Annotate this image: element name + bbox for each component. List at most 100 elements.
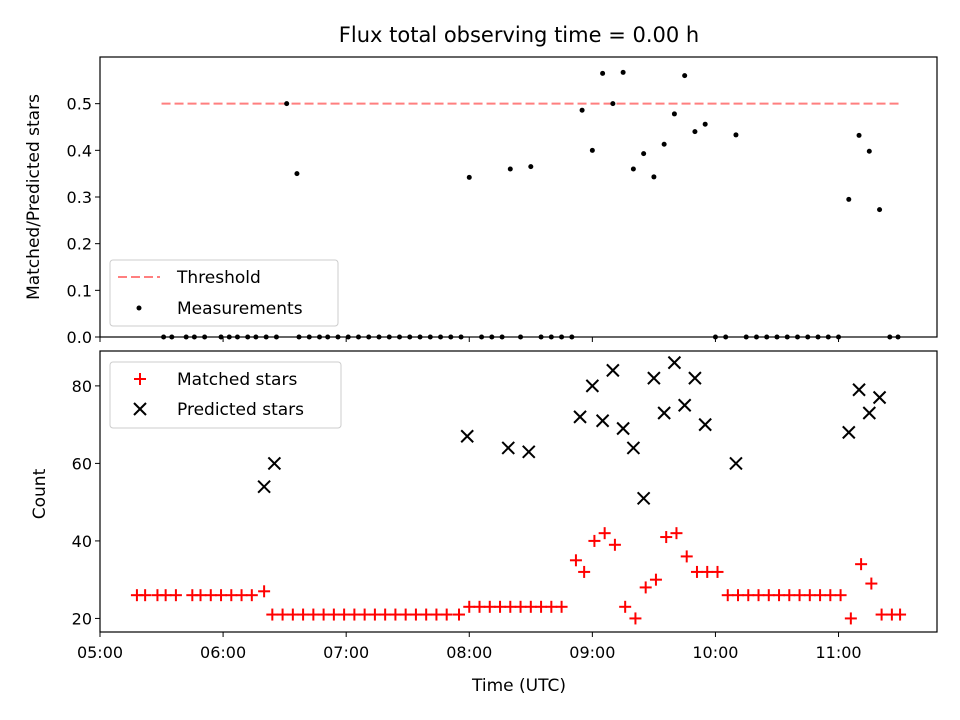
matched-star-point bbox=[225, 589, 238, 602]
predicted-star-point bbox=[872, 390, 887, 405]
measurement-point bbox=[651, 174, 657, 180]
x-tick-label: 07:00 bbox=[323, 643, 369, 662]
x-tick-label: 06:00 bbox=[200, 643, 246, 662]
matched-star-point bbox=[276, 608, 289, 621]
matched-star-point bbox=[399, 608, 412, 621]
matched-star-point bbox=[803, 589, 816, 602]
matched-star-point bbox=[680, 550, 693, 563]
matched-star-point bbox=[420, 608, 433, 621]
matched-star-point bbox=[578, 565, 591, 578]
bottom-y-tick-label: 40 bbox=[72, 532, 92, 551]
matched-star-point bbox=[317, 608, 330, 621]
matched-star-point bbox=[215, 589, 228, 602]
matched-star-point bbox=[297, 608, 310, 621]
matched-star-point bbox=[670, 527, 683, 540]
measurement-point bbox=[579, 107, 585, 113]
matched-star-point bbox=[169, 589, 182, 602]
matched-star-point bbox=[752, 589, 765, 602]
predicted-star-point bbox=[647, 371, 661, 385]
matched-star-point bbox=[588, 534, 601, 547]
matched-legend-label: Matched stars bbox=[177, 370, 297, 390]
predicted-star-point bbox=[842, 425, 856, 440]
matched-star-point bbox=[855, 558, 868, 571]
matched-star-point bbox=[440, 608, 453, 621]
top-legend: Threshold Measurements bbox=[109, 259, 339, 327]
measurement-point bbox=[877, 207, 883, 213]
measurement-point bbox=[866, 148, 872, 154]
matched-star-point bbox=[639, 581, 652, 594]
measurement-point bbox=[846, 196, 852, 202]
measurement-point bbox=[682, 73, 688, 79]
matched-star-point bbox=[555, 600, 568, 613]
predicted-star-point bbox=[460, 429, 474, 443]
x-axis-label: Time (UTC) bbox=[471, 676, 566, 696]
matched-star-point bbox=[504, 600, 517, 613]
predicted-legend-label: Predicted stars bbox=[177, 400, 304, 420]
measurement-point bbox=[610, 101, 616, 107]
predicted-star-point bbox=[573, 410, 587, 424]
measurement-point bbox=[733, 132, 739, 138]
matched-star-point bbox=[266, 608, 279, 621]
measurement-point bbox=[641, 151, 647, 157]
matched-star-point bbox=[894, 608, 907, 621]
measurement-point bbox=[528, 164, 534, 170]
x-tick-label: 10:00 bbox=[692, 643, 738, 662]
matched-star-point bbox=[545, 600, 558, 613]
predicted-star-point bbox=[688, 371, 702, 385]
predicted-star-point bbox=[677, 398, 692, 412]
matched-star-point bbox=[409, 608, 422, 621]
bottom-y-tick-label: 80 bbox=[72, 377, 92, 396]
measurement-point bbox=[284, 101, 290, 107]
predicted-star-point bbox=[606, 363, 620, 378]
matched-legend-swatch bbox=[134, 373, 146, 385]
matched-star-point bbox=[194, 589, 207, 602]
threshold-legend-label: Threshold bbox=[176, 268, 261, 288]
predicted-star-point bbox=[626, 441, 641, 455]
matched-star-point bbox=[494, 600, 507, 613]
bottom-y-axis-label: Count bbox=[30, 468, 50, 519]
matched-star-point bbox=[742, 589, 755, 602]
measurement-point bbox=[589, 147, 595, 153]
bottom-legend: Matched stars Predicted stars bbox=[109, 361, 342, 429]
bottom-plot: 20 40 60 80 05:00 06:00 07:00 08:00 09:00 10:00 1… bbox=[30, 350, 938, 696]
top-x-ticks bbox=[99, 337, 840, 342]
x-tick-label: 09:00 bbox=[569, 643, 615, 662]
matched-star-point bbox=[524, 600, 537, 613]
measurement-point bbox=[294, 171, 300, 177]
matched-star-point bbox=[875, 608, 888, 621]
matched-star-point bbox=[159, 589, 172, 602]
predicted-star-point bbox=[585, 379, 600, 393]
matched-star-point bbox=[660, 531, 673, 544]
measurement-point bbox=[856, 132, 862, 138]
matched-star-point bbox=[139, 589, 152, 602]
predicted-star-point bbox=[636, 491, 651, 505]
matched-star-point bbox=[430, 608, 443, 621]
matched-star-point bbox=[307, 608, 320, 621]
measurement-point bbox=[702, 121, 708, 127]
top-y-tick-label: 0.3 bbox=[67, 188, 92, 207]
matched-star-point bbox=[865, 577, 878, 590]
matched-star-point bbox=[348, 608, 361, 621]
predicted-legend-swatch bbox=[133, 402, 147, 416]
measurement-point bbox=[661, 141, 667, 147]
matched-star-point bbox=[204, 589, 217, 602]
matched-star-point bbox=[711, 565, 724, 578]
matched-star-point bbox=[453, 608, 466, 621]
matched-star-point bbox=[793, 589, 806, 602]
predicted-star-point bbox=[595, 414, 610, 428]
bottom-plot-marks bbox=[130, 355, 907, 625]
top-y-tick-label: 0.1 bbox=[67, 281, 92, 300]
measurement-point bbox=[507, 166, 513, 172]
matched-star-point bbox=[483, 600, 496, 613]
top-y-axis: 0.0 0.1 0.2 0.3 0.4 0.5 bbox=[67, 95, 100, 347]
measurement-point bbox=[600, 70, 606, 76]
predicted-star-point bbox=[616, 421, 630, 436]
predicted-star-point bbox=[501, 441, 515, 455]
matched-star-point bbox=[619, 600, 632, 613]
matched-star-point bbox=[473, 600, 486, 613]
matched-star-point bbox=[721, 589, 734, 602]
x-tick-label: 05:00 bbox=[77, 643, 123, 662]
top-y-axis-label: Matched/Predicted stars bbox=[24, 94, 44, 300]
matched-star-point bbox=[245, 589, 258, 602]
measurements-legend-label: Measurements bbox=[177, 299, 303, 319]
